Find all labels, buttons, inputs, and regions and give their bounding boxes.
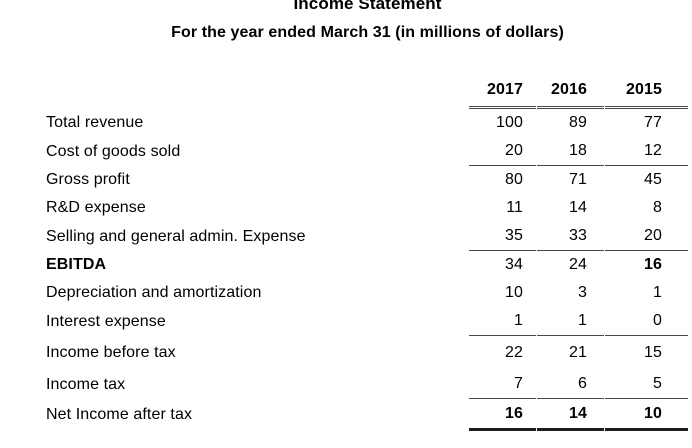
row-label: Gross profit	[46, 171, 130, 188]
cell-2016: 24	[569, 256, 587, 273]
cell-2015: 12	[605, 137, 688, 166]
table-row-selling-general-admin: Selling and general admin. Expense 35 33…	[46, 222, 688, 251]
income-statement-table: 2017 2016 2015 Total revenue 100 89 77 C…	[45, 74, 689, 431]
cell-2015: 1	[653, 284, 662, 301]
cell-2017: 80	[505, 171, 523, 188]
cell-2017: 100	[496, 114, 523, 131]
row-label: Cost of goods sold	[46, 142, 181, 160]
table-row-depreciation-amortization: Depreciation and amortization 10 3 1	[46, 279, 688, 307]
cell-2017: 7	[469, 370, 536, 399]
row-label: Selling and general admin. Expense	[46, 227, 306, 245]
cell-2016: 18	[537, 137, 604, 166]
cell-2015: 10	[605, 399, 688, 431]
cell-2017: 35	[469, 222, 536, 251]
row-label: R&D expense	[46, 199, 146, 216]
row-label: Interest expense	[46, 312, 166, 330]
row-label: Total revenue	[46, 114, 144, 131]
cell-2016: 89	[569, 114, 587, 131]
cell-2016: 3	[578, 284, 587, 301]
row-label: Depreciation and amortization	[46, 284, 262, 301]
label-column-header	[46, 74, 468, 109]
cell-2015: 5	[605, 370, 688, 399]
cell-2017: 10	[505, 284, 523, 301]
row-label: EBITDA	[46, 256, 107, 273]
cell-2017: 1	[469, 307, 536, 336]
table-row-gross-profit: Gross profit 80 71 45	[46, 166, 688, 194]
cell-2017: 34	[505, 256, 523, 273]
column-header-2016: 2016	[537, 74, 604, 109]
cell-2016: 6	[537, 370, 604, 399]
table-row-income-tax: Income tax 7 6 5	[46, 370, 688, 399]
cell-2016: 14	[537, 399, 604, 431]
cell-2015: 15	[644, 344, 662, 361]
cell-2015: 8	[653, 199, 662, 216]
statement-header: Income Statement For the year ended Marc…	[45, 0, 690, 43]
table-row-total-revenue: Total revenue 100 89 77	[46, 109, 688, 137]
cell-2016: 14	[569, 199, 587, 216]
cell-2016: 1	[537, 307, 604, 336]
table-row-income-before-tax: Income before tax 22 21 15	[46, 336, 688, 370]
table-row-rd-expense: R&D expense 11 14 8	[46, 194, 688, 222]
cell-2015: 16	[644, 256, 662, 273]
table-row-interest-expense: Interest expense 1 1 0	[46, 307, 688, 336]
cell-2015: 20	[605, 222, 688, 251]
statement-subtitle: For the year ended March 31 (in millions…	[171, 24, 564, 41]
year-header-row: 2017 2016 2015	[46, 74, 688, 109]
cell-2016: 71	[569, 171, 587, 188]
table-row-cost-of-goods-sold: Cost of goods sold 20 18 12	[46, 137, 688, 166]
table-row-ebitda: EBITDA 34 24 16	[46, 251, 688, 279]
cell-2016: 33	[537, 222, 604, 251]
cell-2015: 77	[644, 114, 662, 131]
row-label: Income tax	[46, 375, 126, 393]
cell-2016: 21	[569, 344, 587, 361]
cell-2015: 45	[644, 171, 662, 188]
statement-title: Income Statement	[293, 0, 442, 13]
row-label: Income before tax	[46, 344, 176, 361]
row-label: Net Income after tax	[46, 406, 193, 423]
column-header-2017: 2017	[469, 74, 536, 109]
column-header-2015: 2015	[605, 74, 688, 109]
cell-2017: 20	[469, 137, 536, 166]
cell-2017: 22	[505, 344, 523, 361]
cell-2015: 0	[605, 307, 688, 336]
cell-2017: 11	[506, 199, 523, 216]
table-row-net-income-after-tax: Net Income after tax 16 14 10	[46, 399, 688, 431]
cell-2017: 16	[469, 399, 536, 431]
